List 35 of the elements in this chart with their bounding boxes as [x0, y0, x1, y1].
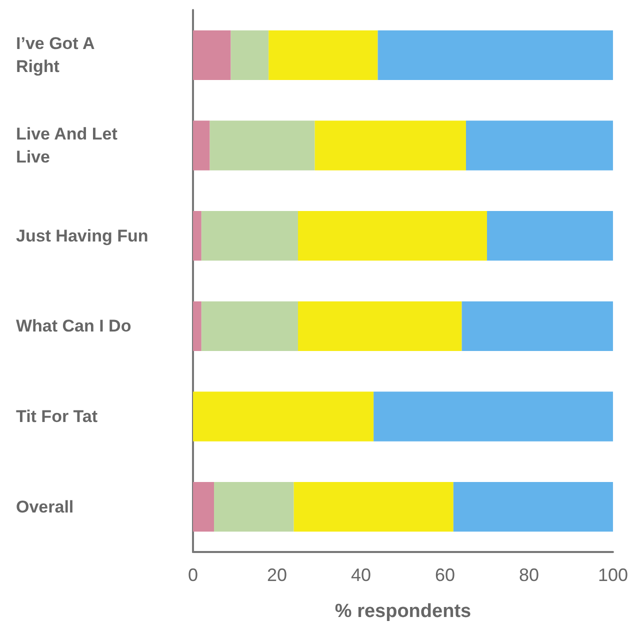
- x-axis-title: % respondents: [334, 601, 472, 622]
- bar: [193, 482, 214, 532]
- bar: [298, 301, 462, 352]
- bar: [462, 301, 613, 352]
- bar: [486, 210, 613, 261]
- x-tick-label: 60: [434, 565, 456, 585]
- bar: [230, 30, 269, 80]
- x-tick-label: 40: [350, 565, 372, 585]
- y-tick-label: I’ve Got A Right: [16, 34, 99, 76]
- bar: [268, 30, 378, 80]
- y-tick-label: Live And Let Live: [16, 124, 122, 166]
- x-tick-label: 0: [188, 565, 198, 585]
- x-tick-label: 20: [266, 565, 288, 585]
- bar: [210, 120, 315, 170]
- bar: [453, 482, 613, 532]
- x-tick-label: 100: [598, 565, 628, 585]
- x-tick-label: 80: [518, 565, 540, 585]
- y-tick-label: What Can I Do: [16, 316, 132, 336]
- bar: [193, 210, 202, 261]
- bar: [298, 210, 487, 261]
- bar: [193, 301, 202, 352]
- bar: [466, 120, 613, 170]
- bar: [193, 30, 231, 80]
- y-tick-label: Overall: [16, 497, 74, 516]
- bar: [378, 30, 613, 80]
- bar: [214, 482, 294, 532]
- bar: [314, 120, 466, 170]
- bar: [294, 482, 454, 532]
- bar: [201, 210, 298, 261]
- bar: [193, 120, 210, 170]
- bar: [201, 301, 298, 352]
- y-tick-label: Just Having Fun: [16, 226, 148, 246]
- bar: [193, 392, 374, 442]
- bar: [374, 392, 613, 442]
- y-tick-label: Tit For Tat: [16, 407, 98, 426]
